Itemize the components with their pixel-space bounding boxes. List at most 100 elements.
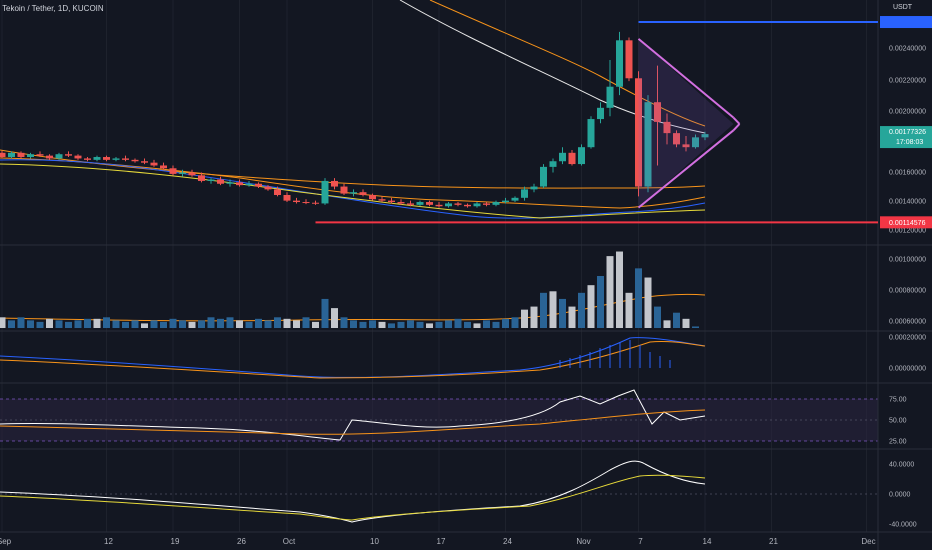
volume-bar [264,320,272,328]
candle [74,155,82,159]
volume-bar [445,320,452,328]
candle [198,175,205,181]
rsi-ma-line [0,409,706,435]
ma-yellow-line [0,163,706,219]
volume-bar [198,320,205,328]
candle [245,183,253,186]
volume-bar [93,318,101,328]
volume-bar [65,321,72,328]
candle [264,186,272,190]
candle [378,199,386,201]
chart-title: Tekoin / Tether, 1D, KUCOIN [2,4,104,13]
osc1-signal-line [0,341,706,379]
volume-bar [426,323,433,328]
volume-bar [397,321,405,328]
ma-white-line [399,0,706,134]
candle [293,200,300,203]
time-tick: Oct [283,537,296,546]
countdown-label: 17:08:03 [896,139,923,146]
volume-bar [606,256,614,328]
rsi-tick: 25.00 [889,439,907,446]
candle [179,172,186,174]
candle [625,40,633,79]
macd-tick: 0.0000 [889,492,911,499]
candle [150,162,158,166]
candle [236,182,243,186]
volume-bar [217,318,224,328]
triangle-fill [638,38,734,208]
volume-bar [369,320,376,328]
volume-bar [150,320,158,328]
candle [663,121,671,134]
volume-bar [578,292,585,328]
candle [27,154,34,158]
time-tick: 14 [703,537,712,546]
resistance-badge [880,16,932,29]
candle [492,202,500,205]
triangle-upper-line [637,38,735,119]
time-tick: Nov [576,537,590,546]
candle [397,202,405,204]
price-tick: 0.00200000 [889,109,926,116]
volume-bar [302,317,310,328]
candle [131,159,139,162]
volume-bar [359,321,367,328]
candle [644,102,652,187]
rsi-line [0,389,706,441]
candle [169,168,177,174]
candle [0,152,6,158]
volume-bar [17,317,25,328]
candle [340,186,348,194]
candle [331,180,338,187]
volume-bar [378,321,386,328]
macd-tick: -40.0000 [889,522,917,529]
volume-bar [454,318,462,328]
volume-bar [644,277,652,328]
candle [55,154,63,159]
volume-bar [122,321,129,328]
candle [388,200,395,203]
annotations [315,21,878,224]
volume-bar [131,320,139,328]
volume-bar [616,251,623,328]
candle [682,144,690,148]
volume-bar [179,320,186,328]
volume-bar [293,320,300,328]
volume-bar [492,321,500,328]
macd-signal-line [0,474,706,521]
candle [321,180,329,204]
osc1-tick: 0.00020000 [889,335,926,342]
volume-bar [8,320,15,328]
volume-bar [511,317,519,328]
price-tick: 0.00220000 [889,78,926,85]
ma-orange-long-line [429,0,706,127]
volume-bar [312,321,319,328]
candle [226,182,234,184]
candle [464,204,471,207]
volume-bar [321,298,329,328]
volume-bar [255,318,262,328]
candle [274,189,281,195]
volume-bar [160,321,167,328]
candle [692,137,699,148]
osc1-histogram [559,340,671,368]
candle [701,134,709,138]
volume-tick: 0.00100000 [889,257,926,264]
volume-bar [502,318,509,328]
candle [255,183,262,187]
price-tick: 0.00240000 [889,46,926,53]
time-tick: Dec [861,537,875,546]
volume-bar [27,320,34,328]
volume-bar [141,323,148,328]
time-tick: 19 [171,537,180,546]
candle [673,133,680,145]
volume-bar [473,323,481,328]
candle [188,172,196,176]
price-tick: 0.00160000 [889,170,926,177]
candle [483,203,490,205]
candle [606,86,614,108]
volume-bar [46,318,53,328]
candle [473,203,481,207]
